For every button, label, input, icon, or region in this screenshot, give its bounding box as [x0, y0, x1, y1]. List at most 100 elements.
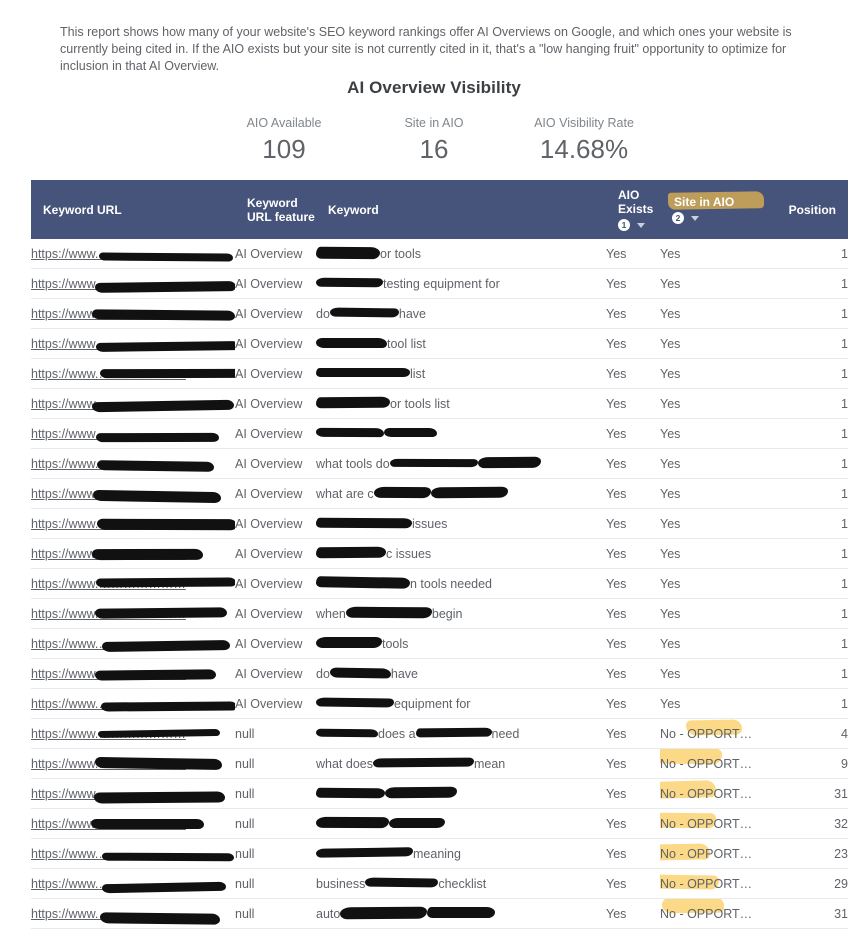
redaction-mark	[345, 606, 432, 619]
table-row[interactable]: https://www.…………………AI Overview testing e…	[31, 268, 848, 299]
metric-aio-visibility-rate: AIO Visibility Rate 14.68%	[509, 115, 659, 165]
redaction-mark	[92, 489, 222, 504]
cell-position: 1	[757, 478, 848, 509]
redaction-mark	[94, 756, 223, 771]
keyword-table-container[interactable]: Keyword URL Keyword URL feature Keyword …	[31, 180, 848, 929]
cell-keyword-url[interactable]: https://www.…………………	[31, 478, 235, 509]
cell-keyword-url[interactable]: https://www.…………………	[31, 898, 235, 929]
table-row[interactable]: https://www.…………………AI Overview c issues Ye…	[31, 538, 848, 569]
cell-position: 31	[757, 898, 848, 929]
keyword-text: tools	[382, 636, 409, 651]
redaction-mark	[316, 728, 379, 737]
cell-keyword-url[interactable]: https://www.…………………	[31, 868, 235, 899]
table-row[interactable]: https://www.…………………AI Overview or tools …	[31, 388, 848, 419]
cell-keyword-url[interactable]: https://www.…………………	[31, 388, 235, 419]
table-row[interactable]: https://www.…………………AI Overview tool list…	[31, 328, 848, 359]
column-header-label: Keyword URL feature	[247, 195, 315, 224]
table-row[interactable]: https://www.…………………AI Overview tools YesYe…	[31, 628, 848, 659]
cell-keyword	[316, 808, 606, 839]
chevron-down-icon[interactable]	[691, 215, 699, 221]
cell-keyword: or tools list	[316, 388, 606, 419]
cell-keyword-url-feature: AI Overview	[235, 298, 316, 329]
column-header-site-in-aio[interactable]: Site in AIO 2	[660, 180, 757, 239]
cell-keyword-url[interactable]: https://www.…………………	[31, 508, 235, 539]
column-header-label: Position	[788, 202, 836, 217]
cell-keyword-url[interactable]: https://www.…………………	[31, 448, 235, 479]
keyword-text: begin	[431, 606, 463, 621]
cell-keyword-url[interactable]: https://www.…………………	[31, 688, 235, 719]
cell-keyword-url[interactable]: https://www.…………………	[31, 298, 235, 329]
cell-position: 1	[757, 298, 848, 329]
redaction-mark	[91, 399, 235, 413]
cell-keyword-url[interactable]: https://www.…………………	[31, 658, 235, 689]
metric-value: 16	[419, 134, 449, 164]
cell-site-in-aio: Yes	[660, 538, 757, 569]
table-row[interactable]: https://www.…………………AI Overview issues Yes…	[31, 508, 848, 539]
cell-keyword-url[interactable]: https://www.…………………	[31, 598, 235, 629]
column-header-keyword-url-feature[interactable]: Keyword URL feature	[235, 180, 316, 239]
cell-keyword: do have	[316, 658, 606, 689]
cell-keyword: list	[316, 358, 606, 389]
column-header-keyword-url[interactable]: Keyword URL	[31, 180, 235, 239]
redaction-mark	[383, 427, 438, 438]
keyword-text: list	[410, 366, 426, 381]
column-header-keyword[interactable]: Keyword	[316, 180, 606, 239]
cell-keyword-url[interactable]: https://www.…………………	[31, 418, 235, 449]
cell-keyword-url[interactable]: https://www.…………………	[31, 568, 235, 599]
cell-keyword-url[interactable]: https://www.…………………	[31, 838, 235, 869]
cell-keyword-url[interactable]: https://www.…………………	[31, 628, 235, 659]
cell-position: 1	[757, 268, 848, 299]
cell-keyword: when begin	[316, 598, 606, 629]
table-header-row: Keyword URL Keyword URL feature Keyword …	[31, 180, 848, 239]
redaction-mark	[430, 486, 508, 499]
cell-keyword-url[interactable]: https://www.…………………	[31, 358, 235, 389]
cell-site-in-aio: Yes	[660, 478, 757, 509]
table-row[interactable]: https://www.…………………null does a needYesNo…	[31, 718, 848, 749]
cell-keyword-url[interactable]: https://www.…………………	[31, 808, 235, 839]
cell-site-in-aio: Yes	[660, 298, 757, 329]
highlight-marker: No - OPPORT…	[660, 756, 753, 771]
redaction-mark	[101, 881, 227, 894]
cell-keyword-url[interactable]: https://www.…………………	[31, 538, 235, 569]
table-row[interactable]: https://www.…………………AI Overview equipment…	[31, 688, 848, 719]
keyword-text: meaning	[413, 846, 461, 861]
sort-controls[interactable]: 1	[618, 219, 660, 231]
keyword-text: issues	[412, 516, 448, 531]
cell-site-in-aio: Yes	[660, 628, 757, 659]
cell-keyword: tool list	[316, 328, 606, 359]
redaction-mark	[93, 791, 226, 804]
cell-keyword-url[interactable]: https://www.…………………	[31, 328, 235, 359]
cell-keyword-url[interactable]: https://www.…………………	[31, 778, 235, 809]
cell-keyword-url[interactable]: https://www.…………………	[31, 239, 235, 269]
cell-keyword-url[interactable]: https://www.…………………	[31, 718, 235, 749]
column-header-position[interactable]: Position	[757, 180, 848, 239]
cell-keyword: tools	[316, 628, 606, 659]
keyword-table: Keyword URL Keyword URL feature Keyword …	[31, 180, 848, 929]
cell-aio-exists: Yes	[606, 718, 660, 749]
column-header-aio-exists[interactable]: AIO Exists 1	[606, 180, 660, 239]
cell-position: 29	[757, 868, 848, 899]
cell-keyword-url[interactable]: https://www.…………………	[31, 268, 235, 299]
cell-keyword-url[interactable]: https://www.…………………	[31, 748, 235, 779]
cell-aio-exists: Yes	[606, 838, 660, 869]
sort-controls[interactable]: 2	[672, 212, 757, 224]
table-row[interactable]: https://www.…………………AI Overview n tools ne…	[31, 568, 848, 599]
cell-keyword	[316, 778, 606, 809]
chevron-down-icon[interactable]	[637, 222, 645, 228]
cell-aio-exists: Yes	[606, 598, 660, 629]
table-row[interactable]: https://www.…………………AI Overview list YesYes…	[31, 358, 848, 389]
table-row[interactable]: https://www.…………………AI Overview or tools Y…	[31, 239, 848, 269]
redaction-mark	[365, 877, 439, 888]
